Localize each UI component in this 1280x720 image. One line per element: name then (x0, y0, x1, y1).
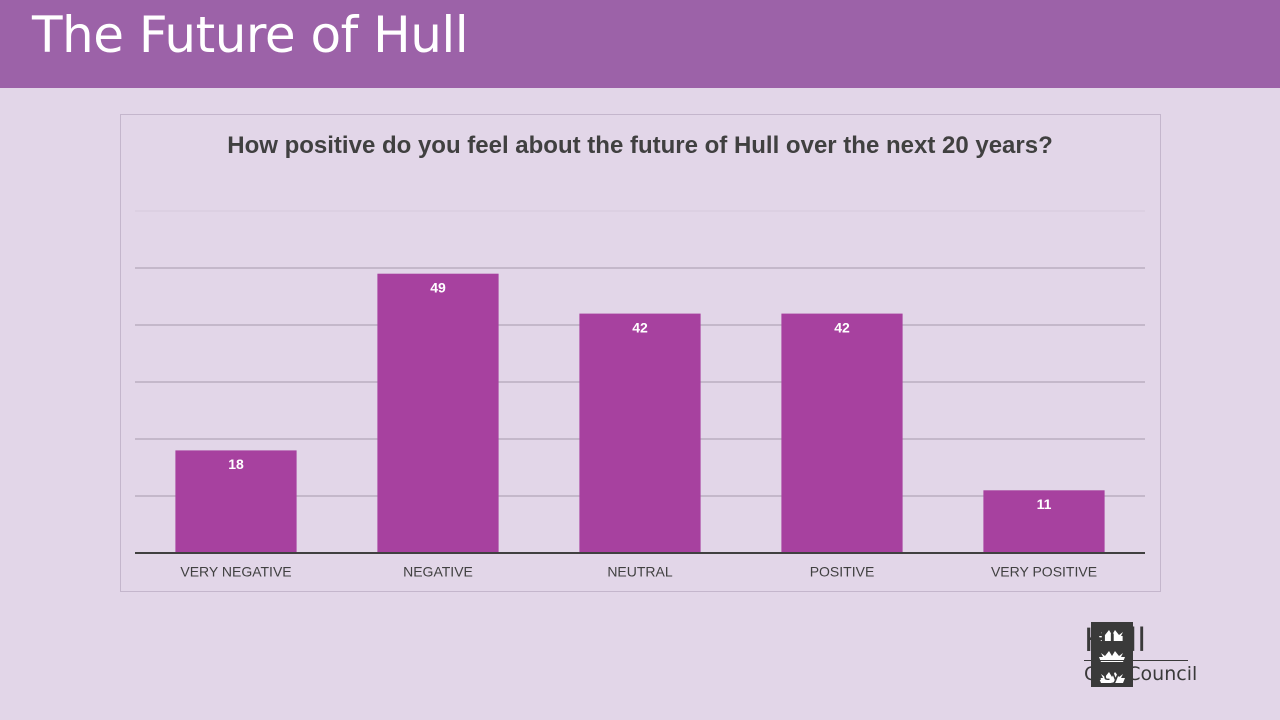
bar (175, 450, 297, 553)
bar (983, 490, 1105, 553)
slide-title: The Future of Hull (32, 6, 469, 64)
data-label: 42 (632, 319, 648, 335)
bar (377, 273, 499, 553)
chart-title: How positive do you feel about the futur… (227, 132, 1053, 159)
chart-frame (120, 114, 1161, 592)
x-tick-label: POSITIVE (810, 564, 875, 580)
data-label: 42 (834, 319, 850, 335)
logo-subtitle: City Council (1084, 663, 1198, 685)
data-label: 49 (430, 279, 446, 295)
x-tick-label: VERY POSITIVE (991, 564, 1097, 580)
data-label: 11 (1037, 496, 1052, 512)
bar (781, 313, 903, 553)
x-tick-label: NEUTRAL (607, 564, 673, 580)
bar (579, 313, 701, 553)
data-label: 18 (228, 456, 244, 472)
x-tick-label: VERY NEGATIVE (180, 564, 291, 580)
logo-rule (1084, 660, 1188, 661)
x-tick-label: NEGATIVE (403, 564, 473, 580)
logo-crest (1091, 622, 1133, 687)
logo-name: Hull (1084, 621, 1147, 659)
header-bar (0, 0, 1280, 88)
